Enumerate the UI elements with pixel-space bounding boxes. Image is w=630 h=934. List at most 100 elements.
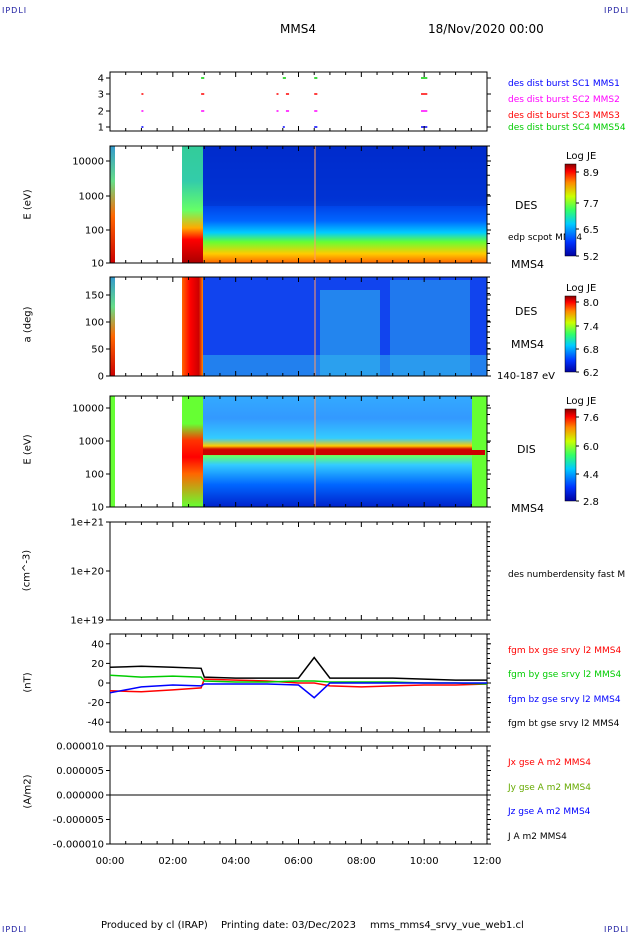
magnetic-field-tick-label: -40 — [88, 718, 104, 729]
colorbar-tick-label: 6.0 — [583, 442, 599, 453]
colorbar-title-2: Log JE — [566, 283, 597, 294]
burst-tick-label: 4 — [98, 74, 104, 85]
des-energy-upper-blue — [203, 146, 487, 206]
colorbar-tick-label: 7.7 — [583, 199, 599, 210]
date-title: 18/Nov/2020 00:00 — [428, 22, 544, 36]
colorbar-tick-label: 6.8 — [583, 345, 599, 356]
panel-density-frame — [109, 521, 488, 621]
colorbar-tick-label: 8.0 — [583, 298, 599, 309]
magnetic-field-series-line — [109, 678, 488, 693]
density-tick-label: 1e+21 — [70, 518, 104, 529]
colorbar-tick-label: 7.6 — [583, 413, 599, 424]
x-tick-label: 10:00 — [410, 856, 439, 867]
colorbar-tick-label: 6.2 — [583, 368, 599, 379]
dis-energy-hot-region — [182, 396, 203, 507]
overlay-label-scpot: edp scpot MMS4 — [508, 233, 583, 243]
density-tick-label: 1e+19 — [70, 616, 104, 627]
des-pitch-tick-label: 50 — [91, 345, 104, 356]
x-tick-label: 08:00 — [347, 856, 376, 867]
colorbar-tick-label: 6.5 — [583, 225, 599, 236]
legend-burst-sc2: des dist burst SC2 MMS2 — [508, 95, 620, 105]
corner-label-top-left: IPDLI — [2, 6, 28, 15]
des-pitch-tick-label: 150 — [85, 291, 104, 302]
colorbar-tick-label: 7.4 — [583, 322, 599, 333]
dis-energy-tick-label: 1000 — [79, 437, 104, 448]
spacecraft-title: MMS4 — [280, 22, 316, 36]
legend-by: fgm by gse srvy l2 MMS4 — [508, 670, 622, 680]
colorbar-dis-energy — [564, 408, 577, 502]
dis-energy-tick-label: 100 — [85, 470, 104, 481]
des-energy-tick-label: 10000 — [72, 157, 104, 168]
des-energy-tick-label: 1000 — [79, 192, 104, 203]
legend-density: des numberdensity fast M — [508, 570, 626, 580]
current-density-tick-label: 0.000010 — [56, 742, 104, 753]
des-pitch-tick-label: 100 — [85, 318, 104, 329]
magnetic-field-series-line — [109, 656, 487, 681]
colorbar-des-energy — [564, 163, 577, 257]
colorbar-title-1: Log JE — [566, 151, 597, 162]
dis-energy-tick-label: 10 — [91, 503, 104, 514]
panel-dis-energy — [109, 395, 488, 508]
legend-burst-sc3: des dist burst SC3 MMS3 — [508, 111, 620, 121]
colorbar-tick-label: 5.2 — [583, 252, 599, 263]
burst-tick-label: 2 — [98, 107, 104, 118]
des-energy-data-gap — [115, 146, 182, 263]
corner-label-top-right: IPDLI — [604, 6, 630, 15]
energy-range-label: 140-187 eV — [497, 371, 555, 382]
des-energy-tick-label: 10 — [91, 259, 104, 270]
corner-label-bottom-right: IPDLI — [604, 925, 630, 934]
sat-label-dis: MMS4 — [511, 502, 544, 515]
colorbar-tick-label: 8.9 — [583, 168, 599, 179]
des-pitch-data-gap — [115, 277, 182, 376]
colorbar-tick-label: 4.4 — [583, 470, 599, 481]
des-energy-tick-label: 100 — [85, 226, 104, 237]
magnetic-field-tick-label: -20 — [88, 698, 104, 709]
legend-bt: fgm bt gse srvy l2 MMS4 — [508, 719, 620, 729]
current-density-tick-label: -0.000005 — [53, 815, 104, 826]
des-pitch-hot-region — [182, 277, 203, 376]
burst-tick-label: 3 — [98, 90, 104, 101]
footer-printing-date: Printing date: 03/Dec/2023 — [221, 920, 357, 931]
footer-filename: mms_mms4_srvy_vue_web1.cl — [370, 920, 524, 931]
des-pitch-tick-label: 0 — [98, 372, 104, 383]
colorbar-des-pitch — [564, 295, 577, 373]
current-density-tick-label: -0.000010 — [53, 840, 104, 851]
dis-energy-ion-beam — [203, 450, 485, 455]
magnetic-field-tick-label: 40 — [91, 639, 104, 650]
legend-burst-sc4: des dist burst SC4 MMS54 — [508, 123, 626, 133]
des-energy-hot-region — [182, 146, 203, 263]
dis-energy-tick-label: 10000 — [72, 404, 104, 415]
footer-credit: Produced by cl (IRAP) — [101, 920, 208, 931]
burst-marks — [141, 77, 428, 128]
dis-energy-data-gap — [115, 396, 182, 507]
x-tick-label: 12:00 — [473, 856, 502, 867]
x-tick-label: 02:00 — [158, 856, 187, 867]
legend-burst-sc1: des dist burst SC1 MMS1 — [508, 79, 620, 89]
legend-jz: Jz gse A m2 MMS4 — [508, 807, 591, 817]
sat-label-des-energy: MMS4 — [511, 258, 544, 271]
magnetic-field-series-line — [109, 682, 487, 699]
panel-des-energy — [109, 145, 488, 264]
corner-label-bottom-left: IPDLI — [2, 925, 28, 934]
x-tick-label: 04:00 — [221, 856, 250, 867]
instrument-label-dis: DIS — [517, 443, 536, 456]
x-tick-label: 06:00 — [284, 856, 313, 867]
dis-energy-left-strip — [110, 396, 115, 507]
axis-ticks: 4321100001000100101501005001000010001001… — [53, 72, 599, 867]
panel-burst-frame — [109, 71, 488, 132]
legend-jt: J A m2 MMS4 — [508, 832, 567, 842]
instrument-label-des-pitch: DES — [515, 305, 538, 318]
colorbar-tick-label: 2.8 — [583, 497, 599, 508]
burst-tick-label: 1 — [98, 123, 104, 134]
colorbar-title-3: Log JE — [566, 396, 597, 407]
current-density-tick-label: 0.000000 — [56, 791, 104, 802]
magnetic-field-lines — [109, 656, 488, 699]
legend-jy: Jy gse A m2 MMS4 — [508, 783, 591, 793]
magnetic-field-tick-label: 0 — [98, 679, 104, 690]
legend-bz: fgm bz gse srvy l2 MMS4 — [508, 695, 621, 705]
panel-des-pitch — [109, 276, 488, 377]
instrument-label-des: DES — [515, 199, 538, 212]
des-energy-left-strip — [110, 146, 115, 263]
current-density-tick-label: 0.000005 — [56, 766, 104, 777]
